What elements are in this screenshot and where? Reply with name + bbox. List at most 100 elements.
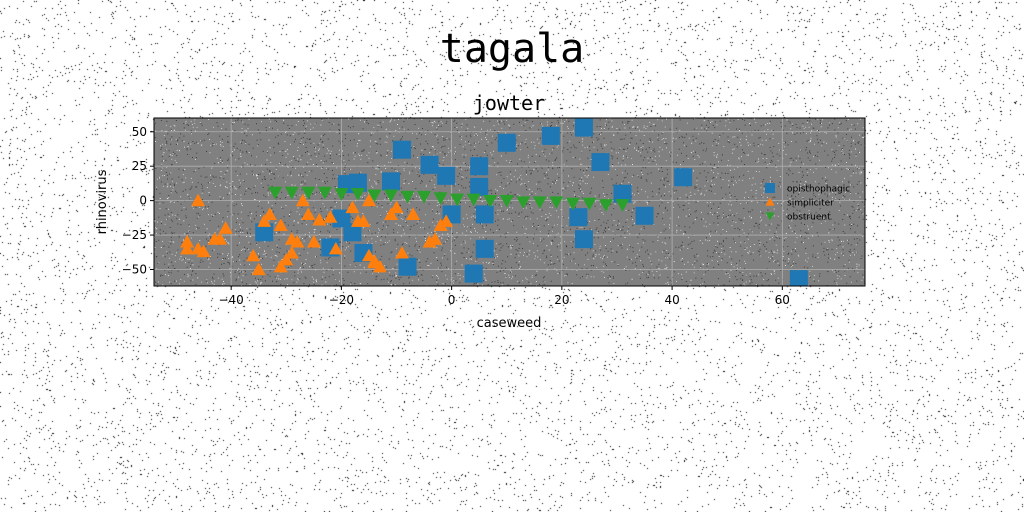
point-opisthophagic <box>569 208 588 227</box>
point-obstruent <box>284 186 299 200</box>
point-simpliciter <box>180 241 195 255</box>
point-opisthophagic <box>475 239 494 258</box>
x-tick-label: 40 <box>664 293 679 307</box>
point-simpliciter <box>406 207 421 220</box>
point-simpliciter <box>312 212 327 226</box>
legend-label: opisthophagic <box>787 185 850 195</box>
point-simpliciter <box>356 214 371 227</box>
point-simpliciter <box>218 221 233 234</box>
point-simpliciter <box>191 193 206 207</box>
point-simpliciter <box>395 245 410 259</box>
y-tick-label: −50 <box>122 262 147 276</box>
plot-frame <box>153 117 866 287</box>
point-obstruent <box>615 199 630 212</box>
point-simpliciter <box>384 207 398 220</box>
series-opisthophagic <box>255 118 808 286</box>
x-tick-label: −20 <box>329 293 354 307</box>
point-opisthophagic <box>574 118 593 137</box>
legend-marker-simpliciter <box>765 197 775 206</box>
point-opisthophagic <box>348 173 367 192</box>
point-opisthophagic <box>343 223 362 242</box>
point-opisthophagic <box>789 270 808 286</box>
point-simpliciter <box>345 200 360 214</box>
point-simpliciter <box>323 210 338 223</box>
point-opisthophagic <box>591 153 610 172</box>
point-simpliciter <box>273 259 288 273</box>
point-obstruent <box>516 196 531 209</box>
point-simpliciter <box>295 193 310 207</box>
figure-title: tagala <box>439 26 585 72</box>
point-simpliciter <box>328 241 343 255</box>
y-tick-label: 25 <box>132 159 147 173</box>
point-obstruent <box>499 195 514 208</box>
point-opisthophagic <box>541 126 560 145</box>
x-axis-label: caseweed <box>477 316 542 331</box>
legend-label: simpliciter <box>787 199 834 209</box>
x-tick-label: 60 <box>775 293 790 307</box>
x-tick-label: −40 <box>218 293 243 307</box>
point-opisthophagic <box>398 257 417 276</box>
point-simpliciter <box>361 193 376 207</box>
point-obstruent <box>582 197 597 211</box>
point-obstruent <box>466 193 481 207</box>
point-obstruent <box>367 189 382 203</box>
point-obstruent <box>450 193 465 207</box>
x-tick-label: 20 <box>554 293 569 307</box>
point-simpliciter <box>306 234 321 248</box>
point-opisthophagic <box>674 168 693 187</box>
point-opisthophagic <box>470 157 489 176</box>
y-tick-label: −25 <box>122 228 147 242</box>
point-simpliciter <box>290 234 305 248</box>
point-opisthophagic <box>470 177 489 196</box>
point-opisthophagic <box>613 184 632 203</box>
legend: opisthophagic simpliciter obstruent <box>765 183 850 223</box>
x-tick-label: 0 <box>448 293 456 307</box>
point-simpliciter <box>262 207 277 220</box>
point-simpliciter <box>251 262 266 276</box>
point-opisthophagic <box>475 205 494 224</box>
point-opisthophagic <box>497 133 516 152</box>
point-opisthophagic <box>420 155 439 174</box>
point-simpliciter <box>246 248 261 262</box>
point-simpliciter <box>439 214 454 227</box>
point-simpliciter <box>428 232 443 245</box>
point-simpliciter <box>389 200 404 214</box>
point-simpliciter <box>372 259 387 273</box>
point-simpliciter <box>213 232 228 245</box>
y-tick-label: 0 <box>139 194 147 208</box>
data-marks <box>180 118 808 286</box>
point-obstruent <box>350 188 365 201</box>
chart-title: jowter <box>473 91 545 115</box>
point-simpliciter <box>180 234 195 248</box>
point-obstruent <box>301 186 316 200</box>
y-tick-label: 50 <box>132 125 147 139</box>
point-opisthophagic <box>382 172 400 191</box>
point-obstruent <box>317 186 332 200</box>
point-opisthophagic <box>437 166 456 185</box>
point-opisthophagic <box>332 209 351 228</box>
point-simpliciter <box>301 207 316 220</box>
point-obstruent <box>433 192 448 205</box>
point-opisthophagic <box>464 264 483 283</box>
point-opisthophagic <box>635 206 654 225</box>
point-simpliciter <box>257 214 272 227</box>
point-obstruent <box>565 197 580 211</box>
legend-marker-obstruent <box>765 212 775 221</box>
legend-label: obstruent <box>787 213 831 223</box>
series-simpliciter <box>180 193 454 276</box>
series-obstruent <box>268 186 630 212</box>
point-obstruent <box>268 186 283 200</box>
axis-ticks: −40 −20 0 20 40 60 −50 −25 0 25 50 <box>122 125 790 307</box>
point-simpliciter <box>284 245 299 259</box>
point-obstruent <box>598 199 613 212</box>
point-obstruent <box>549 196 564 209</box>
point-simpliciter <box>273 218 288 232</box>
point-simpliciter <box>279 252 294 266</box>
y-axis-label: rhinovirus <box>95 169 110 234</box>
legend-marker-opisthophagic <box>765 183 775 193</box>
point-obstruent <box>384 189 398 203</box>
point-obstruent <box>334 188 349 201</box>
point-obstruent <box>483 195 498 208</box>
point-obstruent <box>400 190 415 204</box>
